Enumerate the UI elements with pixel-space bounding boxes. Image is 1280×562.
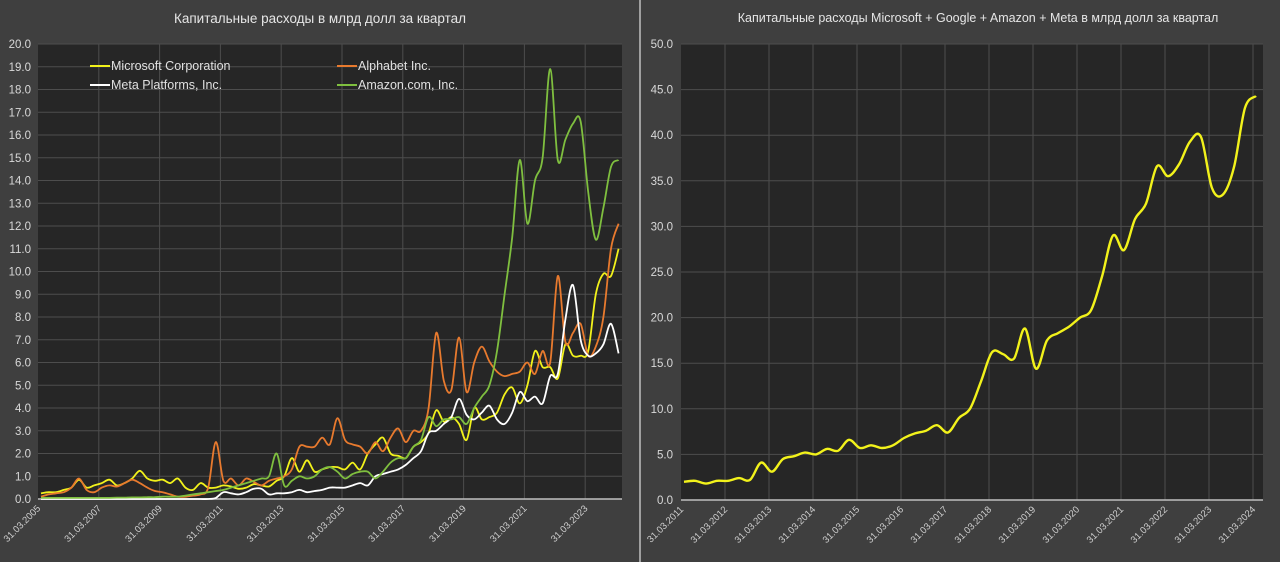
legend: Microsoft Corporation Alphabet Inc. Meta… bbox=[90, 59, 458, 92]
y-tick-label: 50.0 bbox=[651, 39, 673, 51]
y-tick-label: 15.0 bbox=[651, 358, 673, 370]
y-tick-label: 5.0 bbox=[657, 449, 673, 461]
y-tick-label: 0.0 bbox=[657, 495, 673, 507]
chart-title: Капитальные расходы Microsoft + Google +… bbox=[738, 11, 1219, 25]
y-tick-label: 1.0 bbox=[15, 471, 31, 483]
grid bbox=[681, 43, 1263, 500]
y-tick-label: 10.0 bbox=[651, 404, 673, 416]
legend-item-alphabet[interactable]: Alphabet Inc. bbox=[337, 59, 431, 73]
legend-item-microsoft[interactable]: Microsoft Corporation bbox=[90, 59, 231, 73]
y-tick-label: 18.0 bbox=[9, 85, 31, 97]
legend-label-amazon: Amazon.com, Inc. bbox=[358, 78, 458, 92]
y-tick-label: 17.0 bbox=[9, 107, 31, 119]
y-tick-label: 14.0 bbox=[9, 176, 31, 188]
y-tick-label: 20.0 bbox=[651, 313, 673, 325]
y-tick-label: 45.0 bbox=[651, 85, 673, 97]
y-axis: 0.0 1.0 2.0 3.0 4.0 5.0 6.0 7.0 8.0 9.0 10.0 11.0 12… bbox=[9, 39, 31, 506]
y-tick-label: 7.0 bbox=[15, 335, 31, 347]
chart-capex-total: Капитальные расходы Microsoft + Google +… bbox=[645, 11, 1263, 546]
legend-label-microsoft: Microsoft Corporation bbox=[111, 59, 231, 73]
y-tick-label: 12.0 bbox=[9, 221, 31, 233]
legend-item-amazon[interactable]: Amazon.com, Inc. bbox=[337, 78, 458, 92]
y-tick-label: 0.0 bbox=[15, 494, 31, 506]
y-tick-label: 13.0 bbox=[9, 198, 31, 210]
y-tick-label: 19.0 bbox=[9, 62, 31, 74]
y-tick-label: 16.0 bbox=[9, 130, 31, 142]
series-line-amazon-com-inc bbox=[40, 68, 620, 499]
chart-capex-by-company: Капитальные расходы в млрд долл за кварт… bbox=[2, 11, 622, 545]
legend-item-meta[interactable]: Meta Platforms, Inc. bbox=[90, 78, 222, 92]
legend-label-alphabet: Alphabet Inc. bbox=[358, 59, 431, 73]
chart-title: Капитальные расходы в млрд долл за кварт… bbox=[174, 11, 466, 26]
series-line-alphabet-inc bbox=[40, 223, 620, 498]
series-lines bbox=[683, 95, 1257, 485]
y-tick-label: 6.0 bbox=[15, 358, 31, 370]
grid bbox=[38, 43, 622, 499]
y-tick-label: 2.0 bbox=[15, 449, 31, 461]
y-tick-label: 10.0 bbox=[9, 267, 31, 279]
y-tick-label: 15.0 bbox=[9, 153, 31, 165]
legend-label-meta: Meta Platforms, Inc. bbox=[111, 78, 222, 92]
y-axis: 0.0 5.0 10.0 15.0 20.0 25.0 30.0 35.0 40.0 45.0 50… bbox=[651, 39, 673, 507]
y-tick-label: 5.0 bbox=[15, 380, 31, 392]
y-tick-label: 4.0 bbox=[15, 403, 31, 415]
y-tick-label: 20.0 bbox=[9, 39, 31, 51]
y-tick-label: 9.0 bbox=[15, 289, 31, 301]
series-lines bbox=[40, 68, 620, 500]
y-tick-label: 25.0 bbox=[651, 267, 673, 279]
y-tick-label: 40.0 bbox=[651, 130, 673, 142]
series-line-meta-platforms-inc bbox=[41, 284, 620, 500]
y-tick-label: 8.0 bbox=[15, 312, 31, 324]
y-tick-label: 3.0 bbox=[15, 426, 31, 438]
y-tick-label: 30.0 bbox=[651, 221, 673, 233]
y-tick-label: 11.0 bbox=[9, 244, 31, 256]
y-tick-label: 35.0 bbox=[651, 176, 673, 188]
